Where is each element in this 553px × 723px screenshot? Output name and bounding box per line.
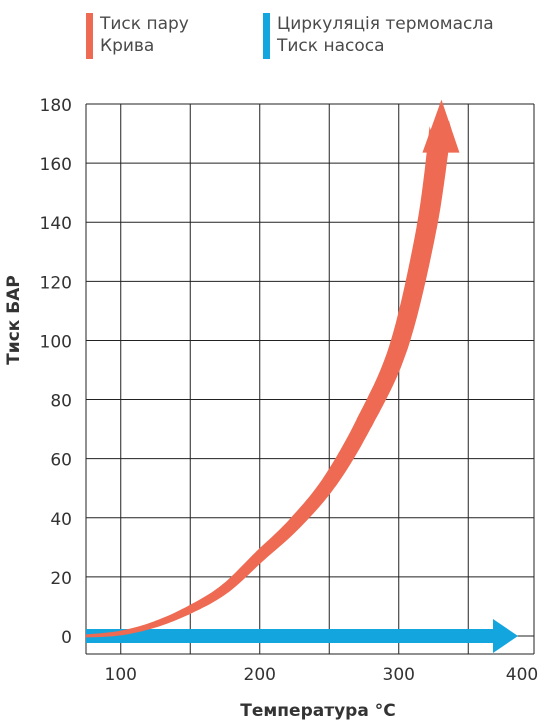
y-tick-label: 40: [50, 510, 72, 530]
steam-pressure-curve: [85, 120, 452, 638]
legend-swatch-pump-pressure: [263, 13, 270, 59]
legend-swatch-steam-pressure: [86, 13, 93, 59]
y-tick-label: 0: [61, 628, 72, 648]
y-tick-label: 160: [40, 155, 72, 175]
legend-label-steam-pressure-line2: Крива: [100, 36, 155, 56]
y-tick-label: 180: [40, 96, 72, 116]
x-tick-label: 400: [506, 665, 538, 685]
y-tick-label: 100: [40, 332, 72, 352]
steam-pressure-arrowhead: [422, 99, 460, 153]
x-tick-label: 200: [244, 665, 276, 685]
legend-item-pump-pressure: Циркуляція термомасла Тиск насоса: [263, 13, 494, 59]
y-tick-label: 140: [40, 214, 72, 234]
y-axis-label: Тиск БАР: [4, 275, 24, 365]
pump-pressure-line: [86, 629, 493, 643]
legend-label-pump-pressure-line1: Циркуляція термомасла: [277, 14, 494, 34]
grid: [85, 103, 535, 655]
x-tick-label: 100: [105, 665, 137, 685]
series-layer: [85, 99, 518, 653]
tick-labels: 0 20 40 60 80 100 120 140 160 180 100 200 300 400: [40, 96, 539, 685]
pump-pressure-arrowhead: [493, 619, 518, 653]
legend-item-steam-pressure: Тиск пару Крива: [86, 13, 189, 59]
y-tick-label: 80: [50, 392, 72, 412]
y-tick-label: 120: [40, 273, 72, 293]
legend-label-steam-pressure-line1: Тиск пару: [100, 14, 189, 34]
legend-label-pump-pressure-line2: Тиск насоса: [277, 36, 385, 56]
y-tick-label: 60: [50, 451, 72, 471]
x-tick-label: 300: [383, 665, 415, 685]
y-tick-label: 20: [50, 569, 72, 589]
x-axis-label: Температура °C: [240, 701, 395, 721]
